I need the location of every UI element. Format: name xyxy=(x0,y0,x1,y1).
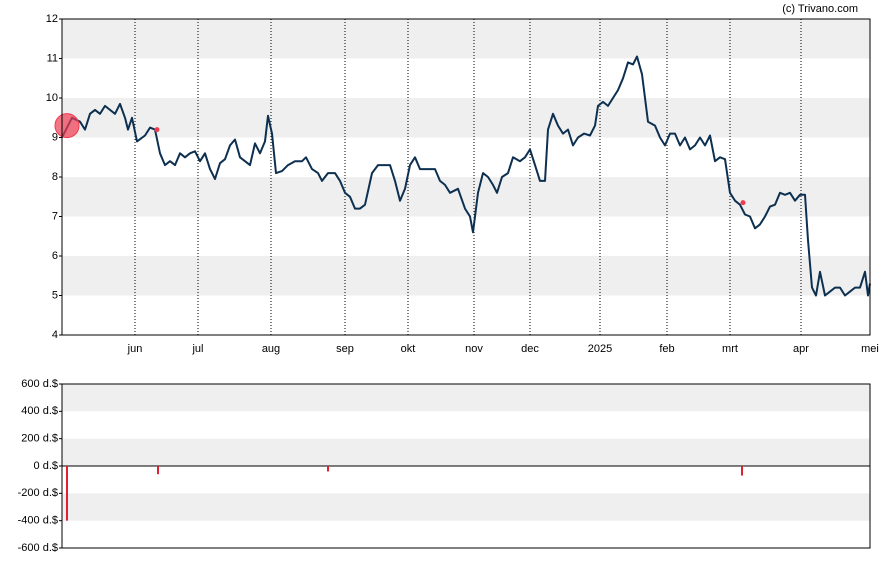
y-tick-label: 12 xyxy=(46,13,58,25)
y-tick-label: -200 d.$ xyxy=(18,487,58,499)
y-tick-label: 10 xyxy=(46,92,58,104)
plot-frame xyxy=(61,18,871,336)
y-tick-label: 0 d.$ xyxy=(34,460,58,472)
grid-band xyxy=(62,19,870,59)
bar xyxy=(327,466,329,472)
y-tick-label: 600 d.$ xyxy=(21,378,58,390)
y-tick-label: 5 xyxy=(52,289,58,301)
x-tick-label: mei xyxy=(861,343,879,355)
grid-band xyxy=(62,384,870,412)
grid-band xyxy=(62,493,870,521)
grid-band xyxy=(62,98,870,138)
bar xyxy=(66,466,68,521)
y-tick-label: 8 xyxy=(52,171,58,183)
bar xyxy=(157,466,159,475)
bar xyxy=(741,466,743,476)
x-tick-label: dec xyxy=(521,343,539,355)
x-tick-label: mrt xyxy=(722,343,738,355)
y-tick-label: 6 xyxy=(52,250,58,262)
trade-marker xyxy=(154,127,160,133)
y-tick-label: 200 d.$ xyxy=(21,433,58,445)
x-tick-label: apr xyxy=(793,343,809,355)
x-tick-label: okt xyxy=(401,343,416,355)
y-tick-label: -400 d.$ xyxy=(18,515,58,527)
x-tick-label: sep xyxy=(336,343,354,355)
trade-marker xyxy=(740,200,746,206)
grid-band xyxy=(62,256,870,296)
x-tick-label: aug xyxy=(262,343,280,355)
y-tick-label: 4 xyxy=(52,329,58,341)
grid-band xyxy=(62,438,870,466)
y-tick-label: 9 xyxy=(52,131,58,143)
trade-marker xyxy=(54,113,80,139)
x-tick-label: jun xyxy=(127,343,143,355)
y-tick-label: -600 d.$ xyxy=(18,542,58,554)
x-tick-label: feb xyxy=(659,343,674,355)
x-tick-label: 2025 xyxy=(588,343,612,355)
price-line xyxy=(61,55,871,297)
credit: (c) Trivano.com xyxy=(782,3,858,15)
y-tick-label: 400 d.$ xyxy=(21,405,58,417)
y-tick-label: 11 xyxy=(47,52,58,64)
x-tick-label: jul xyxy=(191,343,203,355)
x-tick-label: nov xyxy=(465,343,483,355)
y-tick-label: 7 xyxy=(52,210,58,222)
plot-frame xyxy=(61,383,871,549)
